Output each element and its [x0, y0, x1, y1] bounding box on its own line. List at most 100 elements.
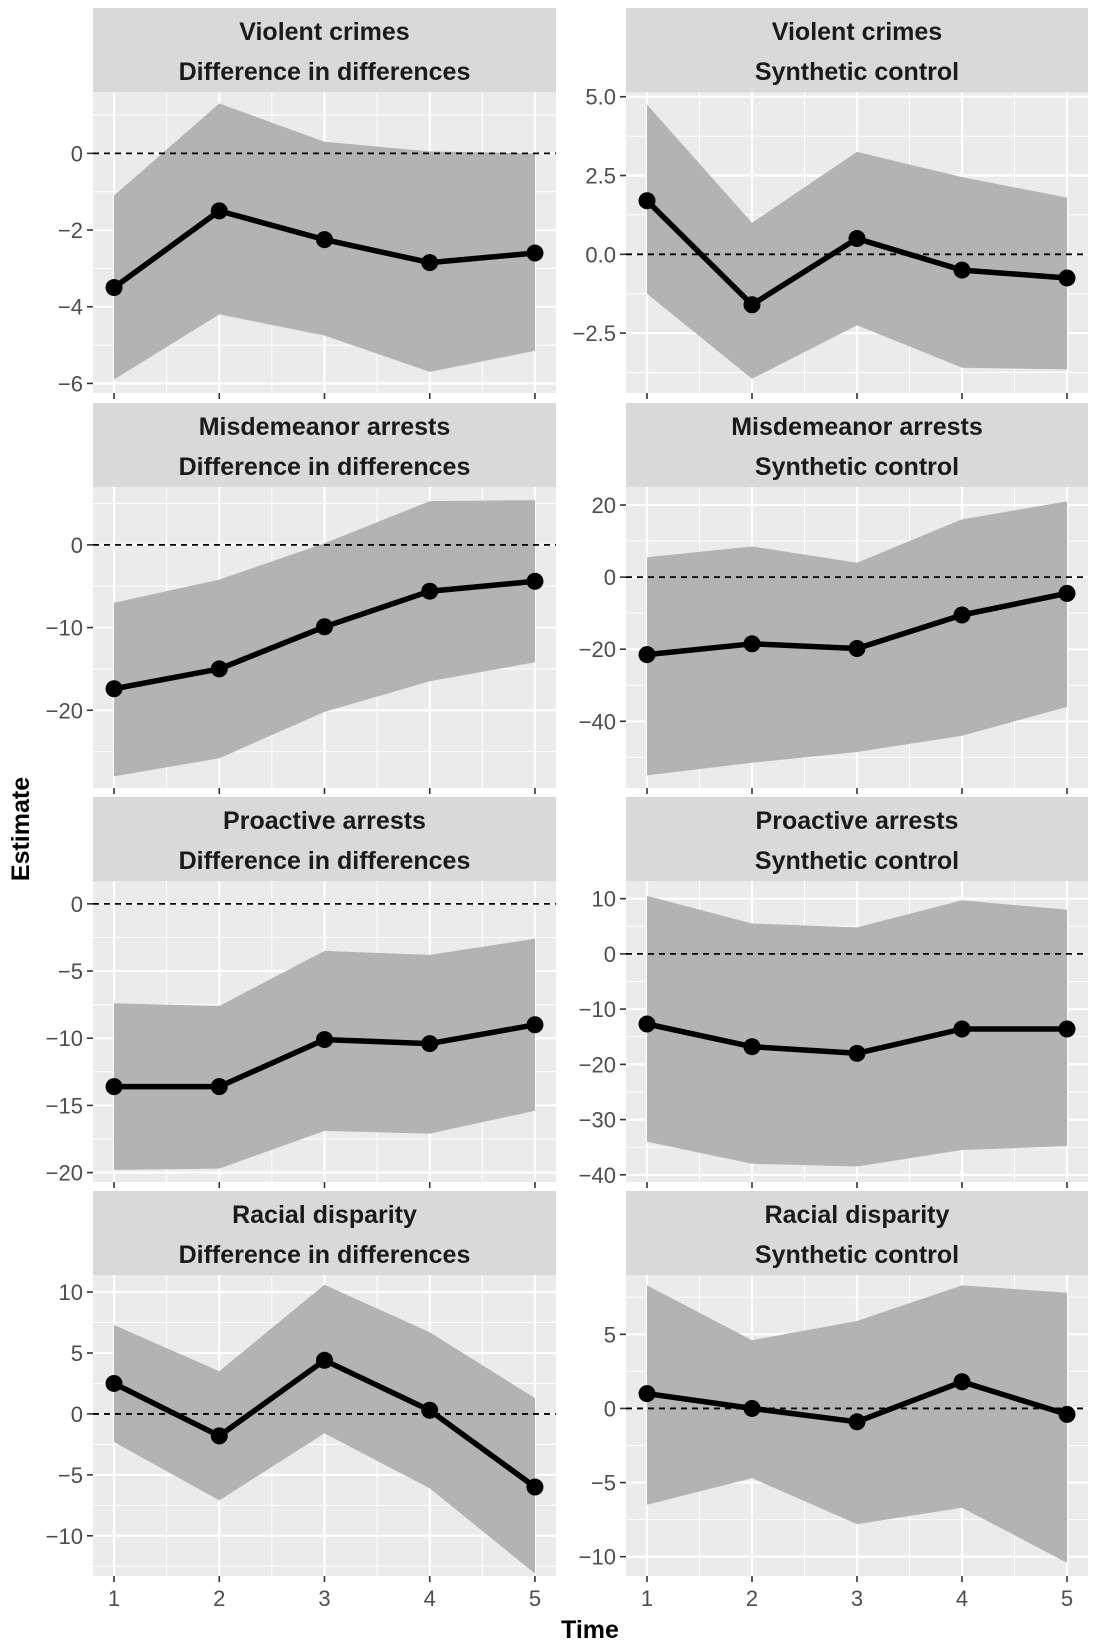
facet-strip — [93, 797, 556, 881]
facet-panel-4: Misdemeanor arrests Synthetic control 20 0 −… — [579, 403, 1088, 794]
estimate-point — [848, 639, 866, 657]
estimate-point — [421, 254, 439, 272]
confidence-band — [114, 938, 535, 1170]
facet-subtitle: Synthetic control — [755, 58, 959, 86]
estimate-point — [743, 635, 761, 653]
y-tick-label: 10 — [592, 887, 616, 912]
x-tick-label: 5 — [1061, 1586, 1073, 1611]
y-tick-label: −5 — [58, 1463, 83, 1488]
confidence-band — [647, 501, 1067, 776]
confidence-band — [647, 895, 1067, 1167]
facet-panel-7: Racial disparity Difference in difference… — [46, 1191, 556, 1611]
y-tick-label: 20 — [592, 493, 616, 518]
estimate-point — [210, 1078, 228, 1096]
facet-subtitle: Difference in differences — [179, 1241, 471, 1269]
y-tick-label: −20 — [579, 637, 616, 662]
x-tick-label: 1 — [641, 1586, 653, 1611]
facet-strip — [93, 1191, 556, 1275]
x-tick-label: 1 — [108, 1586, 120, 1611]
estimate-point — [1058, 269, 1076, 287]
y-tick-label: 0 — [604, 565, 616, 590]
facet-subtitle: Synthetic control — [755, 453, 959, 481]
estimate-point — [316, 1351, 333, 1369]
estimate-point — [105, 1078, 123, 1096]
y-tick-label: 0 — [71, 533, 83, 558]
y-tick-label: 5 — [604, 1322, 616, 1347]
estimate-point — [1058, 1405, 1076, 1423]
estimate-point — [953, 1373, 971, 1391]
facet-strip — [626, 1191, 1088, 1275]
y-tick-label: −40 — [579, 1163, 616, 1188]
x-axis-title: Time — [561, 1616, 619, 1644]
y-tick-label: −4 — [58, 295, 83, 320]
facet-panels: Violent crimes Difference in differences 0… — [46, 8, 1088, 1611]
y-tick-label: 0.0 — [585, 242, 616, 267]
estimate-point — [638, 1385, 656, 1403]
estimate-point — [953, 606, 971, 624]
x-tick-label: 4 — [956, 1586, 968, 1611]
y-tick-label: −10 — [46, 1524, 83, 1549]
y-tick-label: −20 — [46, 698, 83, 723]
x-tick-label: 3 — [851, 1586, 863, 1611]
y-tick-label: 0 — [604, 1396, 616, 1421]
estimate-point — [421, 1035, 439, 1053]
confidence-band — [114, 1284, 535, 1574]
estimate-point — [1058, 1020, 1076, 1038]
estimate-point — [638, 646, 656, 664]
estimate-point — [953, 1020, 971, 1038]
estimate-point — [526, 1478, 544, 1496]
y-tick-label: −2 — [58, 218, 83, 243]
x-tick-label: 2 — [213, 1586, 225, 1611]
y-tick-label: −2.5 — [573, 321, 616, 346]
estimate-point — [743, 1399, 761, 1417]
facet-title: Proactive arrests — [756, 807, 959, 835]
facet-title: Violent crimes — [772, 18, 942, 46]
facet-title: Violent crimes — [239, 18, 409, 46]
y-tick-label: 2.5 — [585, 164, 616, 189]
estimate-point — [316, 618, 333, 636]
y-tick-label: −30 — [579, 1108, 616, 1133]
y-tick-label: 0 — [71, 892, 83, 917]
y-tick-label: −10 — [579, 1545, 616, 1570]
x-tick-label: 5 — [529, 1586, 541, 1611]
facet-title: Misdemeanor arrests — [731, 413, 983, 441]
facet-panel-1: Violent crimes Difference in differences 0… — [58, 8, 556, 399]
y-tick-label: −10 — [579, 997, 616, 1022]
facet-subtitle: Difference in differences — [179, 58, 471, 86]
estimate-point — [848, 1044, 866, 1062]
estimate-point — [526, 1016, 544, 1034]
estimate-point — [743, 296, 761, 314]
y-tick-label: −20 — [579, 1052, 616, 1077]
estimate-point — [316, 231, 333, 249]
facet-strip — [93, 403, 556, 487]
x-tick-label: 4 — [424, 1586, 436, 1611]
estimate-point — [743, 1038, 761, 1056]
facet-strip — [93, 8, 556, 92]
estimate-point — [848, 230, 866, 248]
facet-panel-2: Violent crimes Synthetic control 5.0 2.5 0.0… — [573, 8, 1088, 399]
facet-strip — [626, 797, 1088, 881]
estimate-point — [210, 660, 228, 678]
y-axis-title: Estimate — [7, 777, 35, 881]
facet-panel-3: Misdemeanor arrests Difference in differe… — [46, 403, 556, 794]
y-tick-label: 0 — [71, 141, 83, 166]
estimate-point — [638, 1015, 656, 1033]
estimate-point — [526, 244, 544, 262]
facet-subtitle: Difference in differences — [179, 453, 471, 481]
estimate-point — [210, 202, 228, 220]
facet-strip — [626, 8, 1088, 92]
facet-panel-5: Proactive arrests Difference in differenc… — [46, 797, 556, 1188]
y-tick-label: −40 — [579, 709, 616, 734]
y-tick-label: 10 — [59, 1280, 83, 1305]
y-tick-label: −10 — [46, 616, 83, 641]
facet-subtitle: Difference in differences — [179, 847, 471, 875]
x-tick-label: 2 — [746, 1586, 758, 1611]
facet-subtitle: Synthetic control — [755, 847, 959, 875]
estimate-point — [638, 192, 656, 210]
estimate-point — [526, 572, 544, 590]
estimate-point — [105, 279, 123, 297]
estimate-point — [421, 1401, 439, 1419]
x-tick-label: 3 — [318, 1586, 330, 1611]
facet-strip — [626, 403, 1088, 487]
